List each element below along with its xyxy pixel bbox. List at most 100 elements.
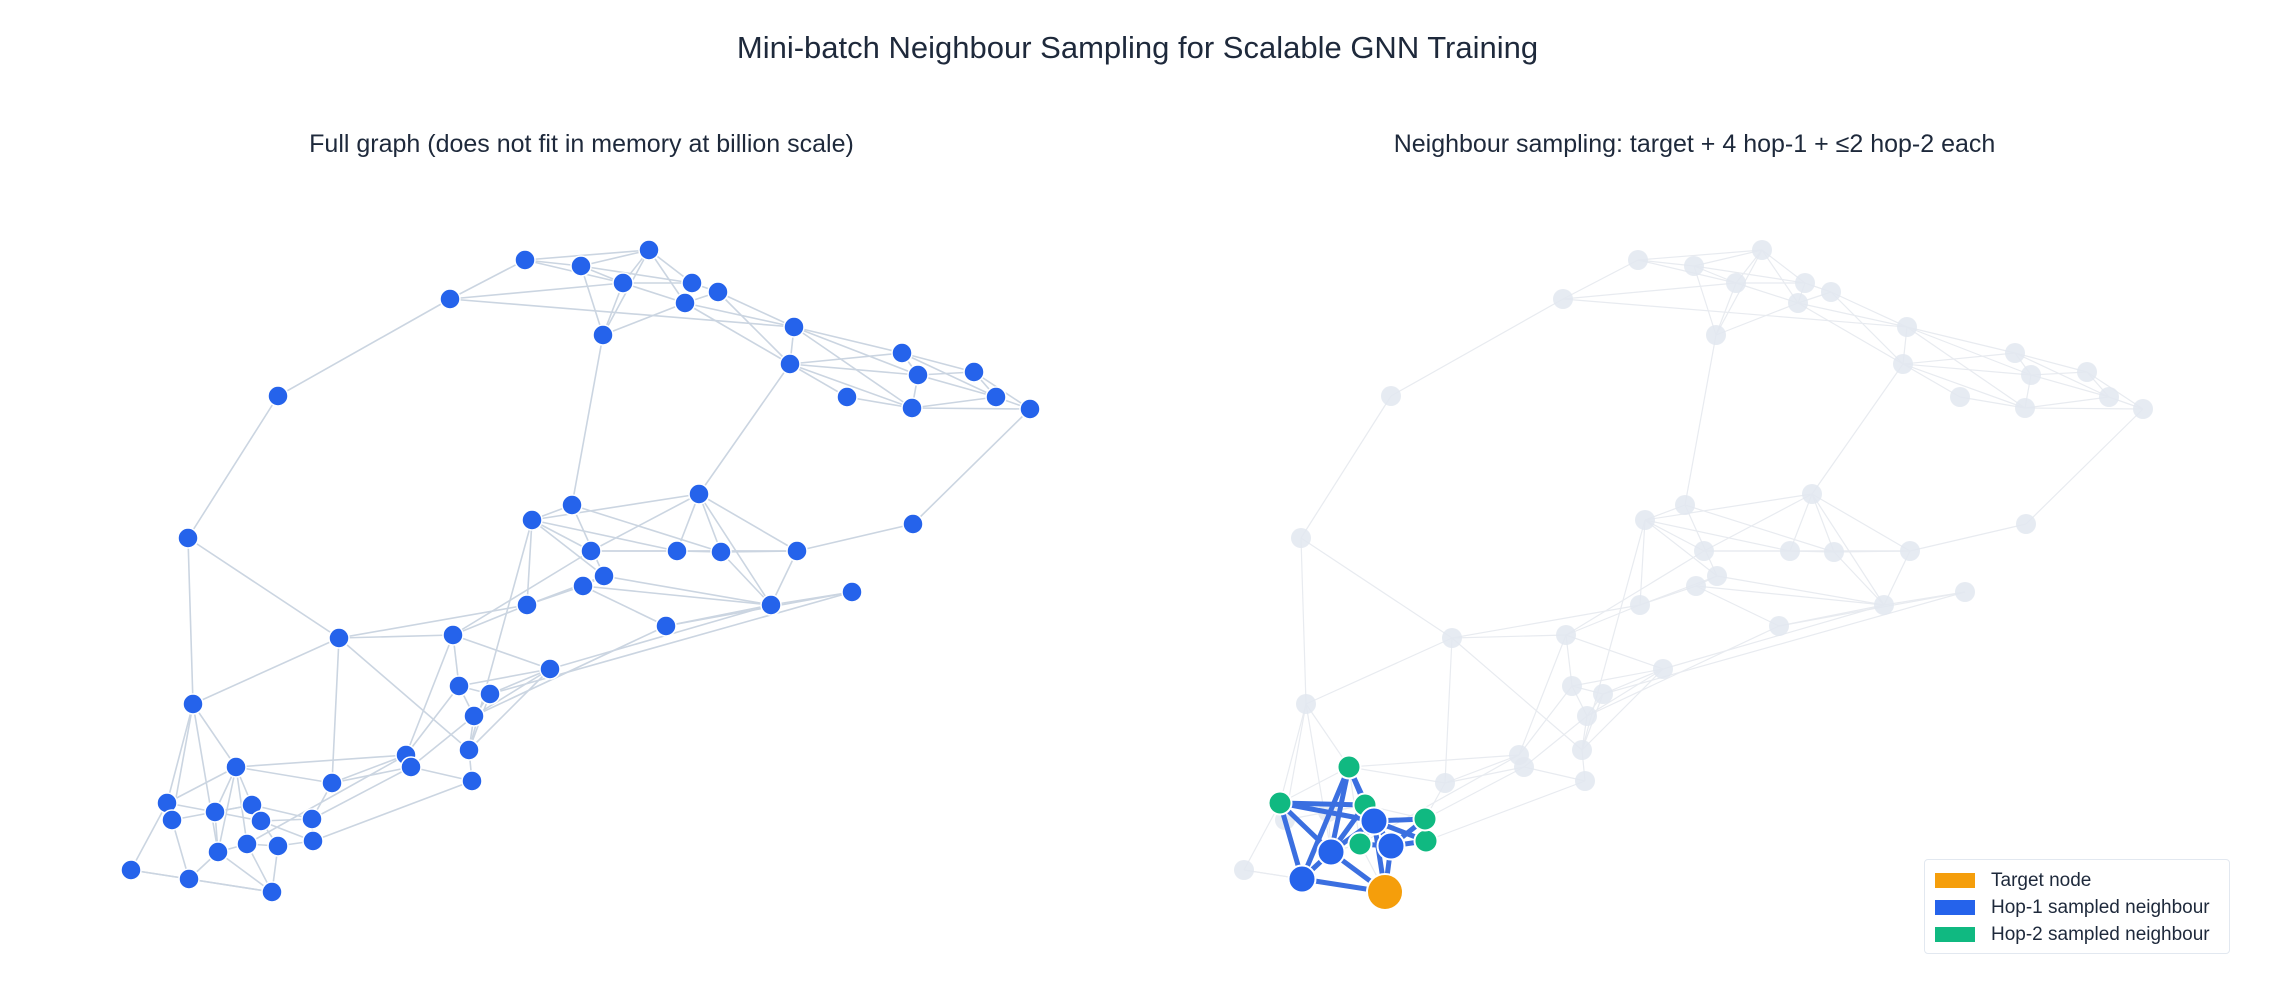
hop2-node bbox=[1347, 831, 1373, 857]
faded-node bbox=[1780, 541, 1800, 561]
graph-edge bbox=[796, 523, 914, 552]
graph-edge bbox=[912, 408, 1031, 525]
faded-edge bbox=[1715, 302, 1799, 336]
graph-node bbox=[1019, 398, 1041, 420]
faded-edge bbox=[1906, 326, 2016, 354]
faded-node bbox=[1707, 566, 1727, 586]
faded-edge bbox=[1693, 265, 1806, 284]
faded-edge bbox=[1902, 363, 1961, 398]
graph-edge bbox=[312, 780, 473, 842]
faded-edge bbox=[1735, 282, 1799, 304]
graph-edge bbox=[698, 493, 798, 552]
faded-edge bbox=[1305, 703, 1350, 768]
graph-node bbox=[786, 540, 808, 562]
faded-edge bbox=[1390, 298, 1564, 397]
graph-node bbox=[458, 739, 480, 761]
faded-edge bbox=[1425, 780, 1586, 842]
graph-node bbox=[225, 756, 247, 778]
faded-edge bbox=[1906, 326, 2026, 409]
graph-edge bbox=[901, 352, 975, 373]
graph-edge bbox=[166, 766, 237, 804]
graph-node bbox=[666, 540, 688, 562]
graph-node bbox=[963, 361, 985, 383]
faded-node bbox=[1675, 495, 1695, 515]
faded-edge bbox=[2014, 352, 2088, 373]
graph-node bbox=[463, 705, 485, 727]
faded-node bbox=[1950, 387, 1970, 407]
faded-edge bbox=[2030, 374, 2110, 398]
graph-node bbox=[681, 272, 703, 294]
faded-edge bbox=[2024, 407, 2144, 410]
graph-node bbox=[907, 364, 929, 386]
faded-edge bbox=[1565, 550, 1705, 636]
hop1-node bbox=[1359, 806, 1389, 836]
graph-node bbox=[267, 385, 289, 407]
faded-node bbox=[1291, 528, 1311, 548]
graph-edge bbox=[449, 282, 624, 300]
graph-edge bbox=[531, 519, 678, 552]
graph-node bbox=[479, 683, 501, 705]
graph-node bbox=[707, 281, 729, 303]
graph-edge bbox=[166, 703, 194, 804]
faded-edge bbox=[1902, 363, 2026, 409]
graph-edge bbox=[571, 504, 722, 553]
graph-edge bbox=[405, 634, 454, 756]
graph-edge bbox=[684, 302, 791, 365]
graph-edge bbox=[489, 591, 853, 695]
faded-edge bbox=[1902, 352, 2016, 365]
graph-node bbox=[638, 239, 660, 261]
graph-node bbox=[301, 808, 323, 830]
graph-edge bbox=[602, 302, 686, 336]
graph-node bbox=[592, 324, 614, 346]
graph-node bbox=[516, 594, 538, 616]
faded-node bbox=[1788, 293, 1808, 313]
graph-edge bbox=[717, 291, 795, 328]
faded-edge bbox=[1662, 604, 1885, 670]
faded-edge bbox=[1797, 302, 1904, 365]
graph-edge bbox=[531, 519, 605, 577]
faded-edge bbox=[1300, 537, 1453, 639]
faded-node bbox=[1593, 684, 1613, 704]
faded-edge bbox=[1348, 754, 1520, 768]
faded-node bbox=[2005, 343, 2025, 363]
faded-node bbox=[1296, 694, 1316, 714]
faded-edge bbox=[1883, 591, 1966, 606]
graph-node bbox=[439, 288, 461, 310]
graph-edge bbox=[187, 537, 194, 705]
faded-node bbox=[1572, 740, 1592, 760]
legend-label: Target node bbox=[1991, 869, 2092, 891]
graph-edge bbox=[531, 493, 700, 521]
faded-node bbox=[1726, 273, 1746, 293]
graph-edge bbox=[622, 282, 686, 304]
graph-node bbox=[207, 841, 229, 863]
left-panel-title: Full graph (does not fit in memory at bi… bbox=[309, 130, 854, 158]
graph-edge bbox=[449, 298, 795, 328]
graph-edge bbox=[410, 715, 475, 768]
hop1-swatch-icon bbox=[1935, 900, 1975, 915]
graph-node bbox=[580, 540, 602, 562]
faded-edge bbox=[1811, 493, 1885, 606]
hop1-node bbox=[1287, 864, 1317, 894]
faded-node bbox=[2015, 398, 2035, 418]
hop1-node bbox=[1316, 837, 1346, 867]
faded-edge bbox=[1243, 802, 1281, 871]
faded-edge bbox=[1444, 637, 1453, 784]
legend-item-target: Target node bbox=[1935, 867, 2219, 894]
faded-edge bbox=[1644, 519, 1791, 552]
faded-edge bbox=[1348, 766, 1446, 784]
graph-node bbox=[328, 627, 350, 649]
faded-edge bbox=[1906, 326, 2032, 376]
faded-node bbox=[1556, 625, 1576, 645]
graph-node bbox=[521, 509, 543, 531]
graph-node bbox=[760, 594, 782, 616]
graph-node bbox=[710, 541, 732, 563]
legend-item-hop1: Hop-1 sampled neighbour bbox=[1935, 894, 2219, 921]
faded-node bbox=[1769, 616, 1789, 636]
faded-node bbox=[1381, 386, 1401, 406]
graph-edge bbox=[311, 766, 412, 820]
faded-edge bbox=[1305, 637, 1453, 705]
faded-edge bbox=[1451, 604, 1641, 639]
graph-edge bbox=[246, 754, 407, 845]
legend: Target node Hop-1 sampled neighbour Hop-… bbox=[1924, 859, 2230, 954]
faded-node bbox=[1824, 542, 1844, 562]
